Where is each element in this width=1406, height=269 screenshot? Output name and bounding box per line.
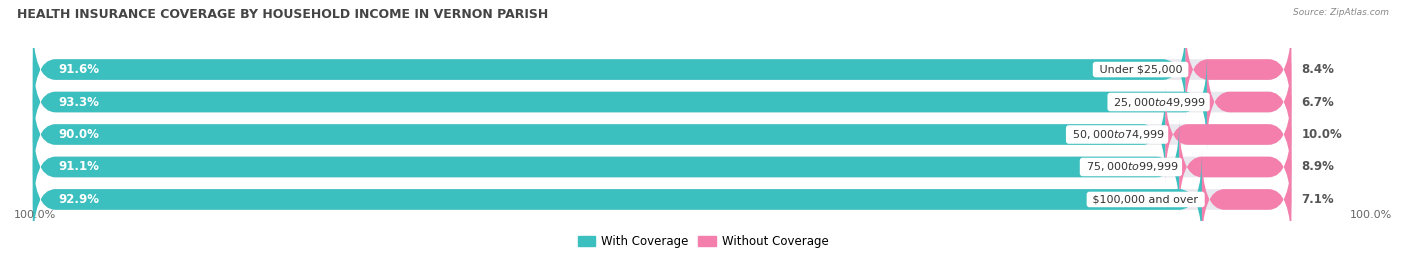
Text: $50,000 to $74,999: $50,000 to $74,999 bbox=[1069, 128, 1166, 141]
Text: 8.4%: 8.4% bbox=[1302, 63, 1334, 76]
Text: $100,000 and over: $100,000 and over bbox=[1090, 194, 1202, 204]
Text: 93.3%: 93.3% bbox=[58, 95, 98, 108]
FancyBboxPatch shape bbox=[32, 151, 1291, 247]
FancyBboxPatch shape bbox=[32, 151, 1202, 247]
Text: 8.9%: 8.9% bbox=[1302, 161, 1334, 174]
FancyBboxPatch shape bbox=[32, 86, 1166, 183]
Text: $25,000 to $49,999: $25,000 to $49,999 bbox=[1111, 95, 1206, 108]
FancyBboxPatch shape bbox=[1180, 119, 1291, 215]
Text: 7.1%: 7.1% bbox=[1302, 193, 1334, 206]
Text: 90.0%: 90.0% bbox=[58, 128, 98, 141]
FancyBboxPatch shape bbox=[32, 54, 1208, 150]
FancyBboxPatch shape bbox=[1166, 86, 1291, 183]
Text: 6.7%: 6.7% bbox=[1302, 95, 1334, 108]
FancyBboxPatch shape bbox=[1206, 54, 1291, 150]
FancyBboxPatch shape bbox=[1185, 22, 1291, 118]
Text: $75,000 to $99,999: $75,000 to $99,999 bbox=[1083, 161, 1180, 174]
Text: 10.0%: 10.0% bbox=[1302, 128, 1343, 141]
Text: Source: ZipAtlas.com: Source: ZipAtlas.com bbox=[1294, 8, 1389, 17]
Text: 91.1%: 91.1% bbox=[58, 161, 98, 174]
FancyBboxPatch shape bbox=[32, 54, 1291, 150]
Text: Under $25,000: Under $25,000 bbox=[1095, 65, 1185, 75]
FancyBboxPatch shape bbox=[32, 22, 1291, 118]
FancyBboxPatch shape bbox=[32, 119, 1180, 215]
Text: 100.0%: 100.0% bbox=[14, 210, 56, 220]
FancyBboxPatch shape bbox=[32, 86, 1291, 183]
FancyBboxPatch shape bbox=[32, 119, 1291, 215]
FancyBboxPatch shape bbox=[32, 22, 1185, 118]
Text: 91.6%: 91.6% bbox=[58, 63, 98, 76]
Text: 100.0%: 100.0% bbox=[1350, 210, 1392, 220]
Text: HEALTH INSURANCE COVERAGE BY HOUSEHOLD INCOME IN VERNON PARISH: HEALTH INSURANCE COVERAGE BY HOUSEHOLD I… bbox=[17, 8, 548, 21]
FancyBboxPatch shape bbox=[1202, 151, 1291, 247]
Text: 92.9%: 92.9% bbox=[58, 193, 98, 206]
Legend: With Coverage, Without Coverage: With Coverage, Without Coverage bbox=[572, 230, 834, 253]
